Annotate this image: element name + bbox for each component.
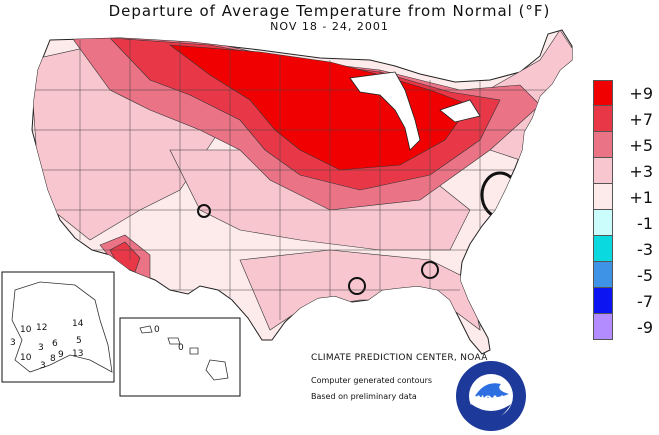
legend-item: +1 <box>593 184 653 210</box>
hawaii-label: 0 <box>154 325 160 335</box>
map-title: Departure of Average Temperature from No… <box>108 2 551 20</box>
legend-label: -7 <box>637 292 653 311</box>
legend-swatch <box>593 236 613 262</box>
alaska-label: 8 <box>50 354 56 364</box>
legend-swatch <box>593 132 613 158</box>
alaska-label: 3 <box>40 361 46 371</box>
legend-label: -1 <box>637 214 653 233</box>
legend-item: +3 <box>593 158 653 184</box>
noaa-logo-text: NOAA <box>477 395 506 405</box>
great-lakes <box>349 71 481 151</box>
credit-data: Based on preliminary data <box>311 392 417 401</box>
alaska-label: 13 <box>72 349 83 359</box>
alaska-label: 14 <box>72 319 84 329</box>
legend-label: +5 <box>629 136 653 155</box>
legend-swatch <box>593 314 613 340</box>
legend-swatch <box>593 184 613 210</box>
legend-item: +5 <box>593 132 653 158</box>
alaska-label: 10 <box>20 325 32 335</box>
legend-label: +7 <box>629 110 653 129</box>
alaska-label: 10 <box>20 353 32 363</box>
alaska-label: 9 <box>58 350 64 360</box>
legend-swatch <box>593 210 613 236</box>
contour-ring-louisiana <box>348 277 366 295</box>
legend-item: +9 <box>593 80 653 106</box>
hawaii-label: 0 <box>178 343 184 353</box>
legend-label: -5 <box>637 266 653 285</box>
legend-swatch <box>593 262 613 288</box>
credit-contours: Computer generated contours <box>311 376 433 385</box>
alaska-label: 6 <box>52 339 58 349</box>
legend-swatch <box>593 288 613 314</box>
legend-item: -9 <box>593 314 653 340</box>
legend-swatch <box>593 106 613 132</box>
legend-label: +3 <box>629 162 653 181</box>
legend-item: -1 <box>593 210 653 236</box>
alaska-label: 12 <box>36 323 47 333</box>
legend-swatch <box>593 80 613 106</box>
credit-center: CLIMATE PREDICTION CENTER, NOAA <box>311 353 488 363</box>
map-subtitle: NOV 18 - 24, 2001 <box>270 20 389 33</box>
legend-item: -5 <box>593 262 653 288</box>
legend-swatch <box>593 158 613 184</box>
legend-label: +9 <box>629 84 653 103</box>
legend-item: +7 <box>593 106 653 132</box>
alaska-label: 3 <box>10 338 16 348</box>
alaska-label: 3 <box>38 343 44 353</box>
legend-label: -3 <box>637 240 653 259</box>
noaa-logo: NOAA <box>456 361 526 431</box>
alaska-inset: 10 14 12 3 6 8 10 3 9 13 5 3 <box>1 271 115 383</box>
alaska-label: 5 <box>76 336 82 346</box>
legend-label: -9 <box>637 318 653 337</box>
contour-ring-colorado <box>197 204 211 218</box>
plus9-zone-upper-midwest <box>168 44 471 171</box>
contour-ring-southeast <box>480 171 520 219</box>
legend-item: -7 <box>593 288 653 314</box>
color-legend: +9 +7 +5 +3 +1 -1 -3 -5 -7 -9 <box>593 80 653 340</box>
legend-label: +1 <box>629 188 653 207</box>
hawaii-inset: 0 0 <box>119 317 241 397</box>
legend-item: -3 <box>593 236 653 262</box>
